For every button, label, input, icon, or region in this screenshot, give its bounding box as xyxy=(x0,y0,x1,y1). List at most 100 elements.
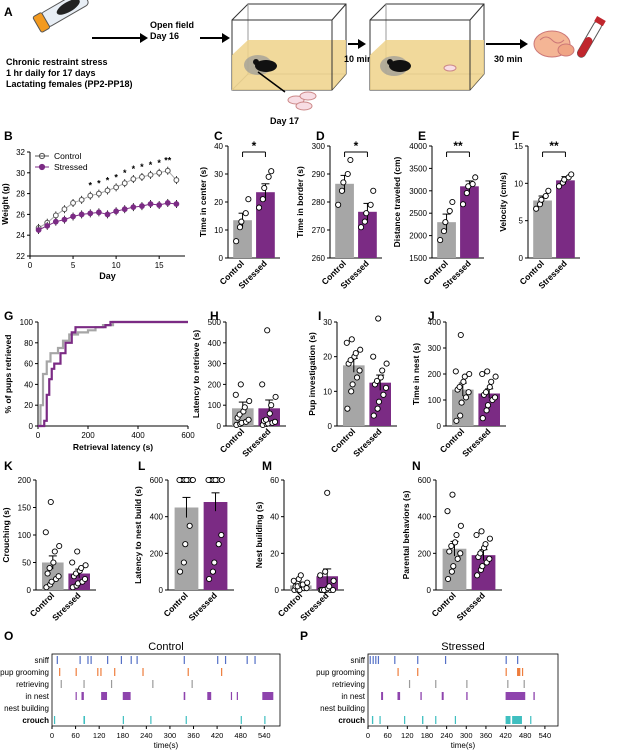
x-tick-label: 300 xyxy=(164,731,177,740)
ethogram-row-label: crouch xyxy=(338,716,365,725)
behavior-event xyxy=(79,656,81,664)
behavior-event xyxy=(397,692,401,700)
behavior-event xyxy=(221,668,223,676)
series-line-stressed xyxy=(38,320,188,428)
behavior-event xyxy=(521,668,524,676)
behavior-event xyxy=(404,716,406,724)
behavior-event xyxy=(150,716,152,724)
data-point xyxy=(139,203,145,209)
x-tick-label: 360 xyxy=(187,731,200,740)
y-tick-label: 0 xyxy=(275,586,280,595)
data-point xyxy=(255,204,263,211)
data-point xyxy=(344,170,351,178)
bar-control xyxy=(343,365,365,426)
behavior-event xyxy=(122,692,131,700)
blood-tube-icon xyxy=(576,16,606,58)
y-tick-label: 400 xyxy=(428,318,442,327)
behavior-event xyxy=(517,668,521,676)
x-tick-label: 360 xyxy=(480,731,493,740)
data-point xyxy=(236,224,244,231)
data-point xyxy=(182,541,189,548)
y-tick-label: 10 xyxy=(214,226,223,235)
x-tick-label: 0 xyxy=(36,431,41,440)
data-point xyxy=(473,531,480,539)
behavior-event xyxy=(507,680,509,688)
ethogram-row-label: nest building xyxy=(320,704,365,713)
y-tick-label: 300 xyxy=(428,344,442,353)
data-point xyxy=(52,218,59,225)
data-point xyxy=(459,201,467,208)
behavior-event xyxy=(375,656,377,664)
behavior-event xyxy=(81,692,84,700)
y-tick-label: 2500 xyxy=(409,209,427,218)
data-point xyxy=(370,412,377,419)
data-point xyxy=(70,213,76,220)
x-category-label: Stressed xyxy=(454,590,486,622)
behavior-event xyxy=(420,692,422,700)
data-point xyxy=(78,564,85,572)
data-point xyxy=(218,476,225,484)
behavior-event xyxy=(512,716,522,724)
data-point xyxy=(104,187,111,194)
behavior-event xyxy=(230,692,233,700)
y-tick-label: 40 xyxy=(214,142,223,151)
data-point xyxy=(452,539,459,546)
data-point xyxy=(442,219,449,226)
data-point xyxy=(361,218,368,225)
behavior-event xyxy=(377,656,380,664)
data-point xyxy=(352,350,359,357)
data-point xyxy=(186,522,193,529)
panel-a-line-3: Lactating females (PP2-PP18) xyxy=(6,79,133,89)
y-tick-label: 5 xyxy=(519,217,524,226)
ethogram-row-label: pup grooming xyxy=(316,668,365,677)
y-tick-label: 26 xyxy=(16,210,25,219)
panel-n: N 0 200 400 600 Parental behaviors (s) Control… xyxy=(401,459,502,623)
data-point xyxy=(533,205,540,212)
data-point xyxy=(218,531,225,539)
data-point xyxy=(271,418,279,425)
x-tick-label: 5 xyxy=(71,261,76,270)
data-point xyxy=(147,171,154,178)
pups-icon xyxy=(287,91,317,111)
behavior-event xyxy=(381,692,384,700)
data-point xyxy=(363,210,370,217)
behavior-event xyxy=(60,680,62,688)
data-point xyxy=(542,192,549,200)
y-tick-label: 280 xyxy=(312,198,326,207)
y-tick-label: 200 xyxy=(418,549,432,558)
data-point xyxy=(233,238,240,245)
behavior-event xyxy=(262,692,274,700)
data-point xyxy=(340,179,347,186)
data-point xyxy=(189,476,196,484)
behavior-event xyxy=(110,680,113,688)
data-point xyxy=(457,331,464,339)
panel-letter: O xyxy=(4,629,13,643)
data-point xyxy=(343,339,350,346)
data-point xyxy=(242,210,249,217)
legend-label: Stressed xyxy=(54,162,88,172)
y-axis-label: Pup investigation (s) xyxy=(307,332,317,416)
data-point xyxy=(215,541,222,548)
data-point xyxy=(367,201,374,208)
bar-stressed xyxy=(256,192,275,258)
ethogram-row-label: nest building xyxy=(4,704,49,713)
data-point xyxy=(70,200,76,206)
data-point xyxy=(486,555,493,562)
y-tick-label: 300 xyxy=(312,142,326,151)
behavior-event xyxy=(505,668,507,676)
data-point xyxy=(370,187,377,194)
panel-letter: K xyxy=(4,459,13,473)
data-point xyxy=(44,570,51,577)
data-point xyxy=(335,201,342,208)
data-point xyxy=(322,568,329,575)
data-point xyxy=(55,573,62,580)
ethogram-frame xyxy=(367,653,559,727)
data-point xyxy=(51,548,58,555)
data-point xyxy=(379,367,386,374)
x-category-label: Stressed xyxy=(50,590,82,622)
open-field-day: Day 16 xyxy=(150,31,179,41)
